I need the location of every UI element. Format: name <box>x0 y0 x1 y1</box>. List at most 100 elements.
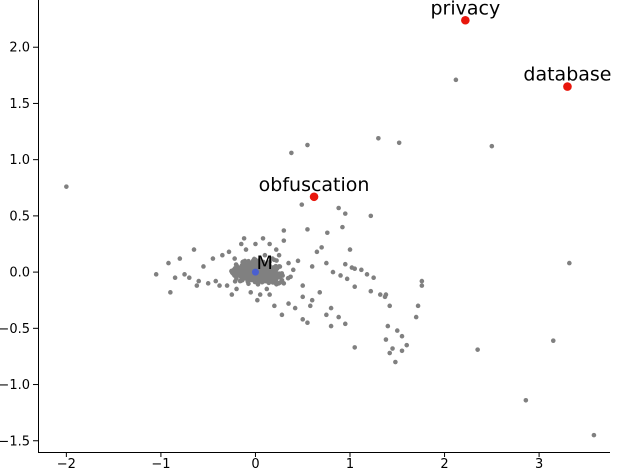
data-point <box>226 249 232 255</box>
data-point <box>523 397 529 403</box>
data-point <box>305 320 310 325</box>
data-point <box>385 323 391 329</box>
data-point <box>196 278 202 284</box>
data-point <box>404 342 410 348</box>
data-point <box>419 283 425 288</box>
data-point <box>289 150 294 156</box>
data-point <box>295 258 301 264</box>
data-point <box>286 301 291 306</box>
x-tick-label: 3 <box>535 457 543 470</box>
data-point <box>324 312 329 318</box>
y-tick-label: 0.0 <box>9 266 30 281</box>
cluster-point <box>246 281 251 287</box>
data-point <box>272 278 277 284</box>
cluster-point <box>269 271 274 277</box>
data-point <box>368 213 374 219</box>
data-point <box>325 230 330 236</box>
cluster-point <box>234 268 239 273</box>
data-point <box>415 303 421 309</box>
y-tick-label: −1.0 <box>0 378 30 393</box>
data-point <box>201 264 206 269</box>
data-point <box>364 272 370 277</box>
data-point <box>394 328 400 333</box>
data-point <box>276 252 282 258</box>
data-point <box>399 333 405 339</box>
data-point <box>413 314 419 320</box>
data-point <box>243 247 249 252</box>
data-point <box>300 283 306 288</box>
cluster-point <box>277 280 282 286</box>
data-point <box>260 236 266 241</box>
cluster-point <box>241 268 246 273</box>
cluster-point <box>266 280 272 286</box>
cluster-point <box>255 261 260 267</box>
data-point <box>224 283 230 288</box>
cluster-point <box>255 265 261 270</box>
data-point <box>168 290 173 295</box>
data-point <box>292 305 298 311</box>
data-point <box>300 317 306 322</box>
data-point <box>305 142 310 148</box>
highlight-point-privacy <box>461 15 470 25</box>
cluster-point <box>249 275 255 281</box>
data-point <box>328 323 334 329</box>
data-point <box>387 350 393 356</box>
data-point <box>241 236 247 241</box>
y-tick-label: 1.5 <box>9 97 30 112</box>
data-point <box>253 241 258 247</box>
data-point <box>267 292 272 297</box>
data-point <box>376 135 381 141</box>
highlight-point-obfuscation <box>309 192 319 202</box>
data-point <box>238 241 244 247</box>
data-point <box>591 432 597 438</box>
data-point <box>191 247 197 252</box>
data-point <box>290 267 296 273</box>
data-point <box>300 294 306 300</box>
highlight-point-database <box>563 82 572 91</box>
data-point <box>307 303 313 309</box>
data-point <box>273 247 279 252</box>
data-point <box>330 269 336 275</box>
data-point <box>186 275 192 281</box>
data-point <box>342 321 348 327</box>
data-point <box>342 211 348 216</box>
cluster-point <box>262 265 267 270</box>
highlight-label-privacy: privacy <box>430 0 500 19</box>
cluster-point <box>242 258 248 264</box>
data-point <box>220 252 225 258</box>
data-point <box>399 348 405 354</box>
data-point <box>342 261 348 267</box>
cluster-point <box>266 267 272 273</box>
data-point <box>336 314 341 320</box>
data-point <box>264 286 270 292</box>
data-point <box>475 347 480 352</box>
cluster-point <box>278 274 283 279</box>
cluster-point <box>285 275 291 281</box>
center-point <box>251 268 259 276</box>
data-point <box>305 227 310 232</box>
data-point <box>383 337 389 342</box>
data-point <box>338 273 343 278</box>
data-point <box>393 359 398 365</box>
data-point <box>382 294 388 300</box>
background-points <box>64 77 597 438</box>
data-point <box>390 346 395 351</box>
data-point <box>262 252 268 258</box>
data-point <box>232 256 237 261</box>
data-point <box>213 278 219 284</box>
cluster-point <box>238 278 244 284</box>
data-point <box>153 272 159 277</box>
data-point <box>166 260 171 266</box>
cluster-point <box>267 275 273 281</box>
cluster-point <box>253 257 258 263</box>
cluster-point <box>247 261 252 266</box>
data-point <box>182 272 187 277</box>
data-point <box>276 264 282 269</box>
data-point <box>309 297 315 303</box>
data-point <box>248 290 254 295</box>
data-point <box>257 292 263 297</box>
y-tick-label: −0.5 <box>0 322 30 337</box>
x-tick-label: 0 <box>251 457 259 470</box>
data-point <box>352 284 358 290</box>
data-point <box>172 275 178 281</box>
